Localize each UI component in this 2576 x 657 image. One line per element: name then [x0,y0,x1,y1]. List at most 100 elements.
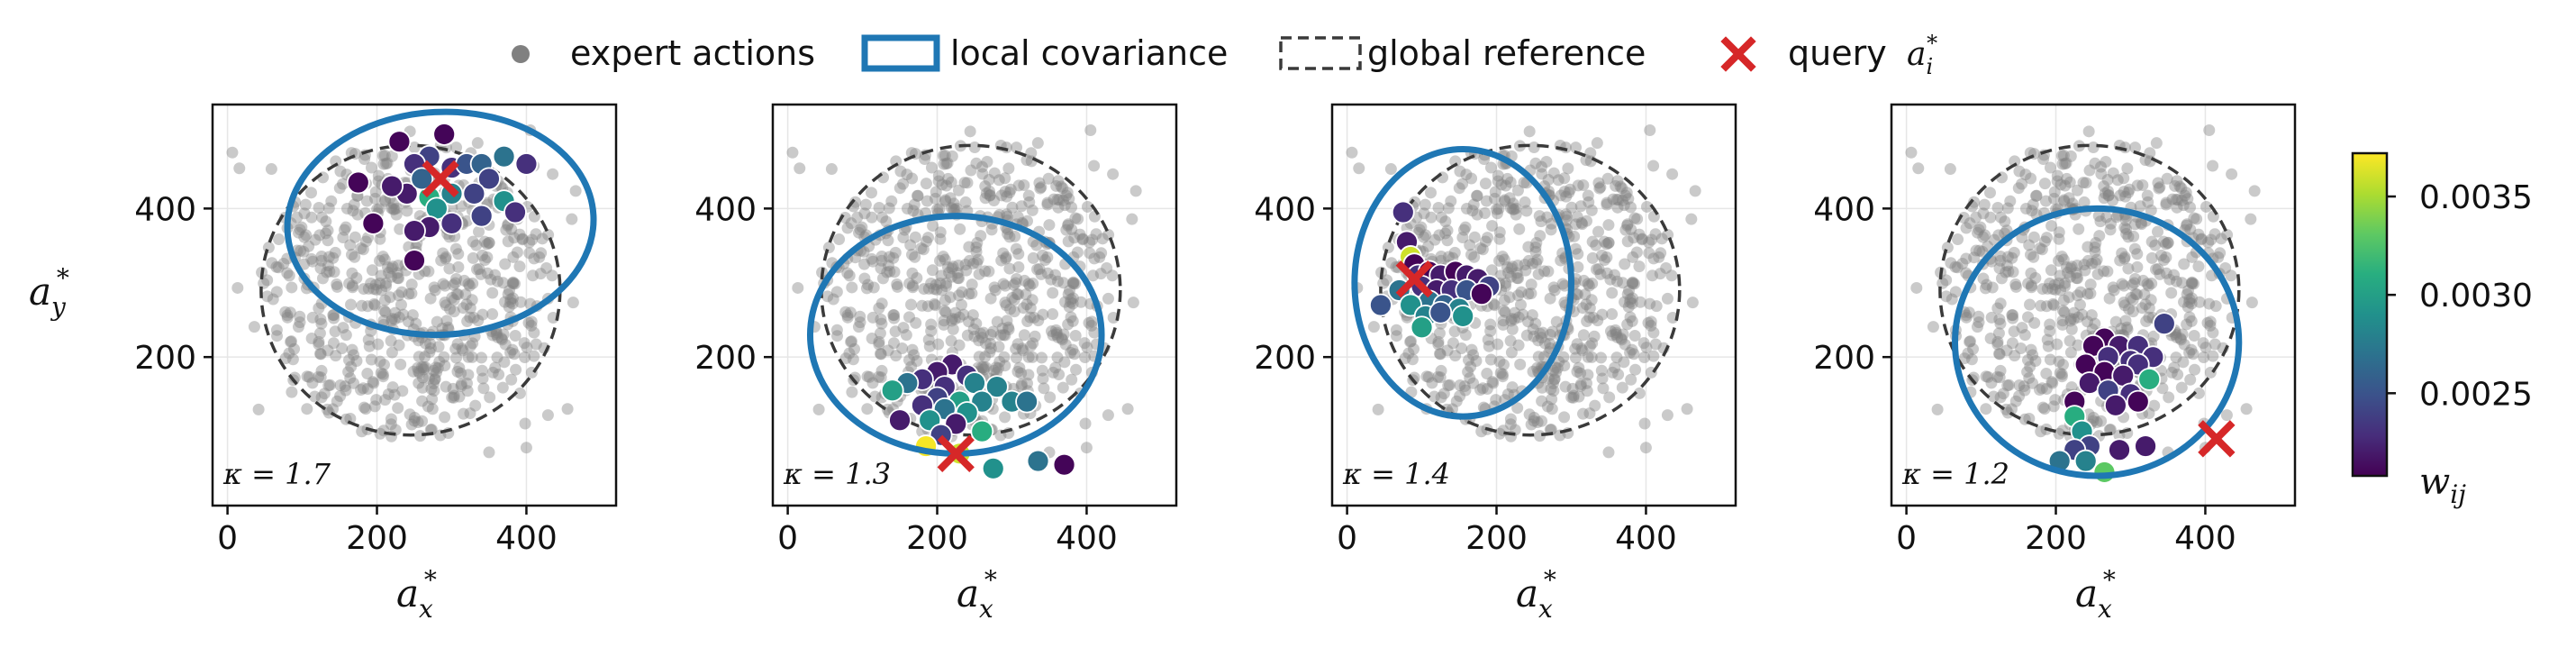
expert-point [1052,331,1065,343]
expert-point [390,202,403,214]
expert-point [2185,277,2198,289]
expert-point [2176,328,2189,341]
expert-point [516,233,529,246]
expert-point [322,260,334,272]
expert-point [875,254,888,267]
expert-point [905,298,918,311]
expert-point [1065,296,1077,308]
expert-point [1474,242,1487,254]
expert-point [2024,298,2036,311]
expert-point [2095,168,2108,180]
expert-point [2141,278,2154,290]
expert-point [483,236,495,249]
expert-point [825,163,838,176]
expert-point [226,146,239,159]
expert-point [1491,203,1503,215]
expert-point [476,308,489,321]
expert-point [337,232,349,244]
expert-point [1628,330,1641,342]
expert-point [362,333,375,346]
expert-point [949,306,962,319]
expert-point [455,200,467,213]
expert-point [522,316,535,329]
expert-point [2152,263,2164,276]
expert-point [472,315,485,327]
expert-point [2127,230,2140,242]
expert-point [1582,189,1594,202]
expert-point [1602,219,1615,232]
expert-point [2045,264,2057,277]
expert-point [1626,292,1638,305]
expert-point [2028,316,2041,329]
expert-point [927,220,939,233]
expert-point [499,338,512,351]
expert-point [331,280,343,293]
expert-point [1655,247,1667,260]
expert-point [1408,342,1420,355]
expert-point [528,326,540,339]
expert-point [502,287,514,300]
expert-point [999,411,1011,424]
expert-point [888,312,901,324]
expert-point [1470,354,1483,367]
expert-point [271,330,284,342]
expert-point [1910,281,1923,294]
expert-point [2108,284,2120,297]
expert-point [350,354,363,367]
expert-point [374,355,386,368]
expert-point [1499,194,1511,206]
expert-point [381,157,394,169]
expert-point [1981,278,1993,291]
expert-point [1636,233,1648,245]
expert-point [1557,351,1570,363]
expert-point [873,370,885,383]
expert-point [2044,324,2056,337]
expert-point [1476,243,1489,256]
kappa-label: κ = 1.3 [783,457,891,491]
expert-point [1940,274,1953,287]
expert-point [483,237,495,250]
plot-area [773,105,1176,506]
expert-point [2053,233,2065,245]
expert-point [961,329,974,342]
expert-point [1619,338,1631,351]
expert-point [387,197,400,210]
expert-point [385,315,398,327]
expert-point [375,367,387,379]
expert-point [441,321,454,333]
expert-point [2027,198,2039,211]
expert-point [1008,294,1020,306]
expert-point [1000,251,1012,263]
expert-point [2160,267,2172,279]
expert-point [1011,365,1024,378]
expert-point [1021,315,1034,328]
expert-point [1057,194,1069,206]
expert-point [1069,212,1082,224]
expert-point [2181,287,2193,300]
expert-point [1596,249,1609,261]
expert-point [2110,211,2123,224]
expert-point [375,269,387,282]
expert-point [2048,186,2061,198]
expert-point [959,259,972,271]
expert-point [1497,359,1510,371]
expert-point [2175,194,2188,206]
expert-point [377,359,390,371]
expert-point [1534,327,1547,340]
expert-point [1616,182,1628,195]
expert-point [1584,147,1597,160]
expert-point [1994,364,2007,377]
expert-point [1970,244,1982,257]
expert-point [1581,385,1593,397]
expert-point [897,178,910,190]
expert-point [1583,311,1596,324]
expert-point [1563,187,1575,199]
expert-point [889,246,902,259]
expert-point [2063,291,2075,304]
expert-point [328,312,340,324]
expert-point [957,308,970,321]
expert-point [889,325,902,338]
expert-point [931,203,944,215]
expert-point [342,354,355,367]
expert-point [1991,370,2004,383]
